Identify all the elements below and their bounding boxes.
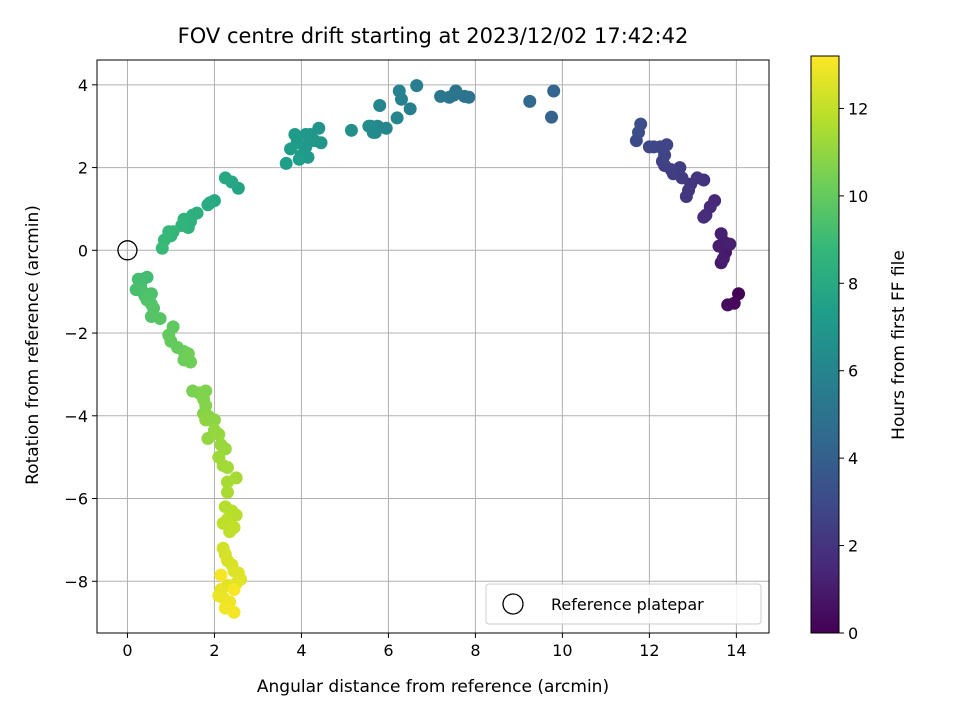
- y-tick-label: 2: [78, 159, 88, 178]
- colorbar-gradient: [810, 55, 840, 634]
- data-point: [181, 347, 195, 361]
- data-point: [362, 119, 376, 133]
- colorbar-tick-label: 0: [848, 624, 858, 643]
- data-point: [390, 111, 404, 125]
- data-point: [220, 475, 234, 489]
- colorbar-tick-label: 2: [848, 537, 858, 556]
- colorbar-ticks: 0 2 4 6 8 10 12: [839, 99, 868, 643]
- data-point: [199, 413, 213, 427]
- data-point: [220, 485, 234, 499]
- data-point: [153, 312, 167, 326]
- y-tick-label: 0: [78, 241, 88, 260]
- data-point: [284, 142, 298, 156]
- points-layer: [129, 79, 746, 619]
- data-point: [523, 94, 537, 108]
- data-point: [344, 123, 358, 137]
- data-point: [697, 210, 711, 224]
- colorbar: 0 2 4 6 8 10 12 Hours from first FF file: [810, 55, 909, 643]
- data-point: [410, 79, 424, 93]
- data-point: [721, 298, 735, 312]
- data-point: [155, 241, 169, 255]
- data-point: [292, 152, 306, 166]
- data-point: [227, 605, 241, 619]
- legend-marker-open-circle: [502, 593, 524, 615]
- y-tick-label: 4: [78, 76, 88, 95]
- data-point: [634, 117, 648, 131]
- data-point: [642, 140, 656, 154]
- colorbar-tick-label: 10: [848, 187, 868, 206]
- colorbar-tick-label: 8: [848, 274, 858, 293]
- y-tick-label: −2: [64, 324, 88, 343]
- data-point: [660, 138, 674, 152]
- x-tick-label: 4: [296, 641, 306, 660]
- chart-title: FOV centre drift starting at 2023/12/02 …: [178, 24, 689, 48]
- data-point: [214, 568, 228, 582]
- legend-box: [485, 583, 762, 625]
- ticks-layer: 0 2 4 6 8 10 12 14 −8 −6 −4 −2 0 2 4: [64, 76, 746, 660]
- data-point: [212, 427, 226, 441]
- colorbar-tick-label: 6: [848, 362, 858, 381]
- data-point: [403, 102, 417, 116]
- x-tick-label: 0: [122, 641, 132, 660]
- data-point: [392, 84, 406, 98]
- data-point: [220, 461, 234, 475]
- x-tick-label: 6: [383, 641, 393, 660]
- x-tick-label: 12: [639, 641, 659, 660]
- data-point: [547, 84, 561, 98]
- data-point: [201, 198, 215, 212]
- legend: Reference platepar: [485, 583, 762, 625]
- data-point: [227, 521, 241, 535]
- data-point: [545, 110, 559, 124]
- data-point: [716, 252, 730, 266]
- x-tick-label: 2: [209, 641, 219, 660]
- reference-layer: [117, 240, 138, 261]
- x-tick-label: 10: [552, 641, 572, 660]
- plot-frame: [96, 59, 770, 634]
- x-tick-label: 14: [726, 641, 746, 660]
- y-tick-label: −8: [64, 572, 88, 591]
- data-point: [679, 190, 693, 204]
- colorbar-title: Hours from first FF file: [889, 250, 909, 440]
- colorbar-tick-label: 12: [848, 99, 868, 118]
- y-axis-title: Rotation from reference (arcmin): [23, 205, 43, 485]
- x-tick-label: 8: [470, 641, 480, 660]
- y-tick-label: −4: [64, 407, 88, 426]
- x-axis-title: Angular distance from reference (arcmin): [257, 677, 609, 697]
- legend-label: Reference platepar: [551, 595, 704, 614]
- data-point: [227, 583, 241, 597]
- data-point: [288, 127, 302, 141]
- data-point: [218, 171, 232, 185]
- data-point: [373, 99, 387, 113]
- data-point: [299, 127, 313, 141]
- reference-marker: [117, 240, 138, 261]
- data-point: [714, 227, 728, 241]
- data-point: [279, 156, 293, 170]
- data-point: [434, 89, 448, 103]
- data-point: [723, 237, 737, 251]
- colorbar-tick-label: 4: [848, 449, 858, 468]
- y-tick-label: −6: [64, 490, 88, 509]
